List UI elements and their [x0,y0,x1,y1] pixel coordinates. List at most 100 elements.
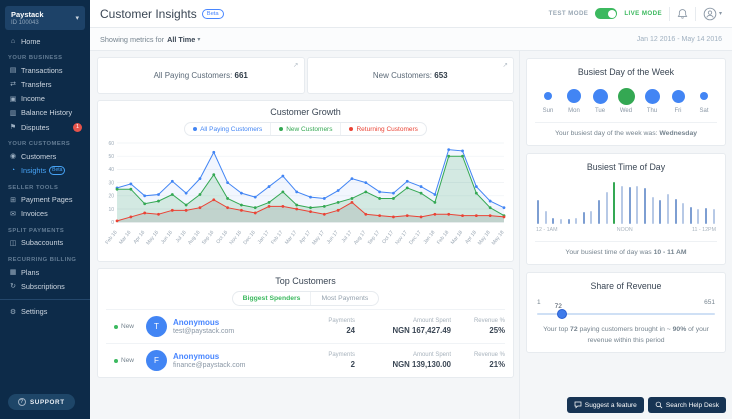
new-customer-badge: New [106,323,146,330]
notification-bell-icon[interactable] [677,8,688,20]
account-switcher[interactable]: Paystack ID 100043 ▾ [5,6,85,30]
stat-label: All Paying Customers: [153,71,233,80]
day-label: Sun [542,108,554,114]
svg-text:50: 50 [108,154,114,160]
sidebar: Paystack ID 100043 ▾ ⌂ Home YOUR BUSINESS ▤… [0,0,90,419]
svg-text:60: 60 [108,141,114,147]
question-circle-icon: ? [18,398,26,406]
expand-icon[interactable]: ↗ [502,62,508,69]
legend-label: Returning Customers [356,125,418,133]
chart-title: Customer Growth [270,107,341,117]
sidebar-item-settings[interactable]: ⚙ Settings [0,304,90,318]
customer-growth-card: Customer Growth All Paying Customers New … [97,100,514,263]
subaccounts-icon: ◫ [9,239,17,247]
tab-most-payments[interactable]: Most Payments [321,295,369,303]
svg-text:Nov 16: Nov 16 [229,230,244,246]
chart-legend: All Paying Customers New Customers Returni… [184,122,427,136]
top-customers-tabs: Biggest Spenders Most Payments [231,291,380,307]
busiest-day-dots: Sun Mon Tue Wed Thu Fri Sat [535,87,717,114]
svg-text:Sep 17: Sep 17 [367,230,382,246]
search-help-desk-button[interactable]: Search Help Desk [647,397,726,413]
column-value: 25% [489,326,505,336]
column-header: Revenue % [473,352,505,359]
revenue-slider[interactable]: 72 [537,303,715,320]
sidebar-item-subaccounts[interactable]: ◫ Subaccounts [0,236,90,250]
sidebar-item-disputes[interactable]: ⚑ Disputes 1 [0,120,90,134]
user-avatar-icon [703,7,717,20]
svg-text:Mar 17: Mar 17 [284,230,298,246]
status-dot-icon [114,358,118,363]
legend-item-new-customers[interactable]: New Customers [270,123,340,135]
svg-text:Mar 16: Mar 16 [118,230,132,246]
sidebar-section-title: SPLIT PAYMENTS [8,227,65,234]
customer-name-link[interactable]: Anonymous [173,352,220,362]
sidebar-section-title: RECURRING BILLING [8,257,77,264]
user-avatar-menu[interactable]: ▾ [703,7,722,21]
sidebar-item-label: Subscriptions [21,281,65,291]
busiest-time-title: Busiest Time of Day [586,162,666,173]
sidebar-item-home[interactable]: ⌂ Home [0,34,90,48]
sidebar-item-transfers[interactable]: ⇄ Transfers [0,77,90,91]
sidebar-item-invoices[interactable]: ✉ Invoices [0,207,90,221]
sidebar-item-label: Invoices [21,209,48,219]
slider-handle[interactable] [556,309,567,320]
tab-biggest-spenders[interactable]: Biggest Spenders [233,292,312,306]
test-mode-label: TEST MODE [548,10,589,17]
time-range-select[interactable]: All Time [167,34,196,44]
day-cell-wed: Wed [613,87,639,114]
sidebar-item-transactions[interactable]: ▤ Transactions [0,63,90,77]
sidebar-item-label: Insights [21,165,47,175]
sidebar-item-income[interactable]: ▣ Income [0,92,90,106]
chevron-down-icon: ▾ [718,11,722,17]
filter-prefix: Showing metrics for [100,34,165,44]
day-label: Thu [646,108,658,114]
sidebar-item-insights[interactable]: ◔ Insights Beta [0,163,90,177]
hour-bar [705,208,708,225]
sidebar-item-balance-history[interactable]: ▥ Balance History [0,106,90,120]
legend-item-returning-customers[interactable]: Returning Customers [340,123,425,135]
day-dot-icon [671,89,685,103]
top-customers-title: Top Customers [275,276,336,287]
svg-text:May 18: May 18 [477,230,492,247]
svg-text:Oct 17: Oct 17 [381,230,395,245]
sidebar-nav: ⌂ Home YOUR BUSINESS ▤ Transactions ⇄ Transfer… [0,34,90,319]
svg-text:Dec 16: Dec 16 [242,230,257,246]
status-dot-icon [114,324,118,329]
day-dot-box [544,87,552,105]
legend-dot-icon [349,127,354,131]
busiest-time-caption: Your busiest time of day was 10 - 11 AM [565,249,687,257]
suggest-feature-button[interactable]: Suggest a feature [566,397,644,413]
legend-item-all-paying-customers[interactable]: All Paying Customers [185,123,270,135]
stat-card-new-customers: ↗ New Customers: 653 [306,57,514,94]
busiest-day-caption: Your busiest day of the week was: Wednes… [554,130,698,137]
day-cell-sun: Sun [535,87,561,114]
top-bar: Customer Insights Beta TEST MODE LIVE MO… [90,0,732,28]
disputes-count-badge: 1 [73,122,82,132]
customer-row: New F Anonymous finance@paystack.com Payment… [106,343,505,377]
customer-metric: Revenue % 25% [459,318,505,335]
support-button[interactable]: ? SUPPORT [8,394,75,410]
sidebar-item-subscriptions[interactable]: ↻ Subscriptions [0,279,90,293]
hour-bar [666,194,669,225]
expand-icon[interactable]: ↗ [293,62,299,69]
sidebar-item-payment-pages[interactable]: ⊞ Payment Pages [0,193,90,207]
customer-email: finance@paystack.com [173,362,246,370]
legend-dot-icon [279,127,284,131]
busiest-day-title: Busiest Day of the Week [577,67,675,77]
live-mode-toggle[interactable] [595,8,618,19]
sidebar-item-customers[interactable]: ◉ Customers [0,149,90,163]
customer-name-link[interactable]: Anonymous [173,318,220,328]
legend-label: New Customers [286,125,333,133]
column-value: 2 [350,360,355,370]
date-range-label: Jan 12 2016 - May 14 2016 [636,35,722,43]
hour-bar [682,203,685,225]
column-value: 24 [346,326,355,336]
svg-text:Feb 18: Feb 18 [436,230,450,246]
gear-icon: ⚙ [9,308,17,316]
sidebar-item-label: Customers [21,151,57,161]
legend-dot-icon [193,127,198,131]
sidebar-item-plans[interactable]: ▦ Plans [0,265,90,279]
customer-identity: Anonymous test@paystack.com [173,318,299,335]
svg-text:0: 0 [111,220,114,226]
page-title: Customer Insights [100,6,197,21]
